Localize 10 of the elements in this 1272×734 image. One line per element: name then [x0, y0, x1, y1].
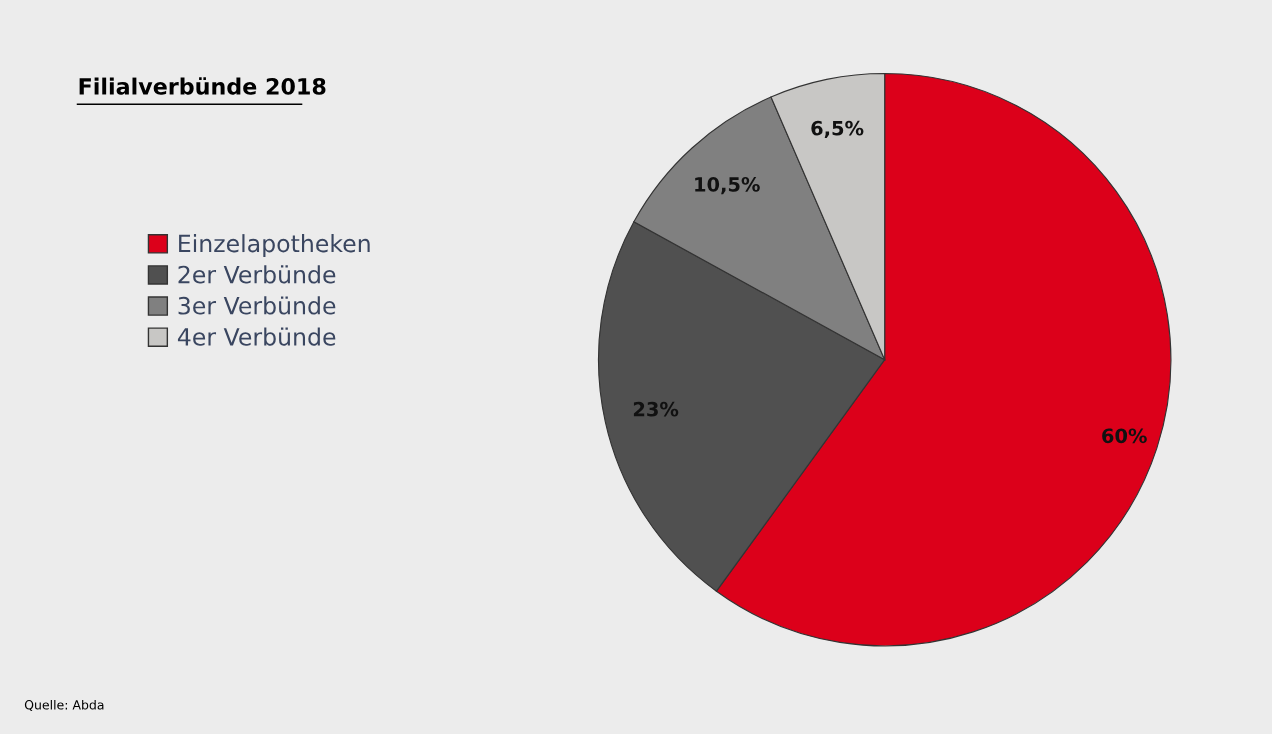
data-label: 23%	[633, 401, 679, 417]
legend-label: 4er Verbünde	[177, 327, 336, 346]
chart-title: Filialverbünde 2018	[79, 77, 326, 95]
data-label: 60%	[1102, 428, 1147, 444]
legend-label: 3er Verbünde	[178, 296, 336, 315]
source-note: Quelle: Abda	[24, 699, 104, 711]
legend-label: Einzelapotheken	[179, 234, 370, 257]
data-label: 10,5%	[695, 177, 760, 195]
data-label: 6,5%	[811, 120, 864, 138]
legend-label: 2er Verbünde	[178, 265, 336, 284]
